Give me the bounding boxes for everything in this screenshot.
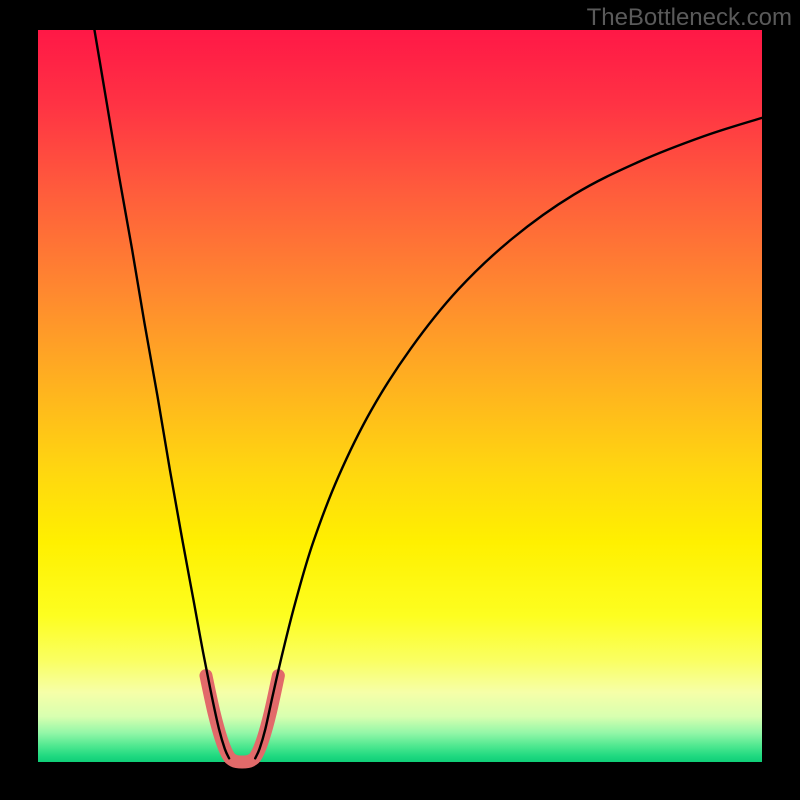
plot-background: [38, 30, 762, 762]
chart-container: TheBottleneck.com: [0, 0, 800, 800]
chart-svg: [0, 0, 800, 800]
